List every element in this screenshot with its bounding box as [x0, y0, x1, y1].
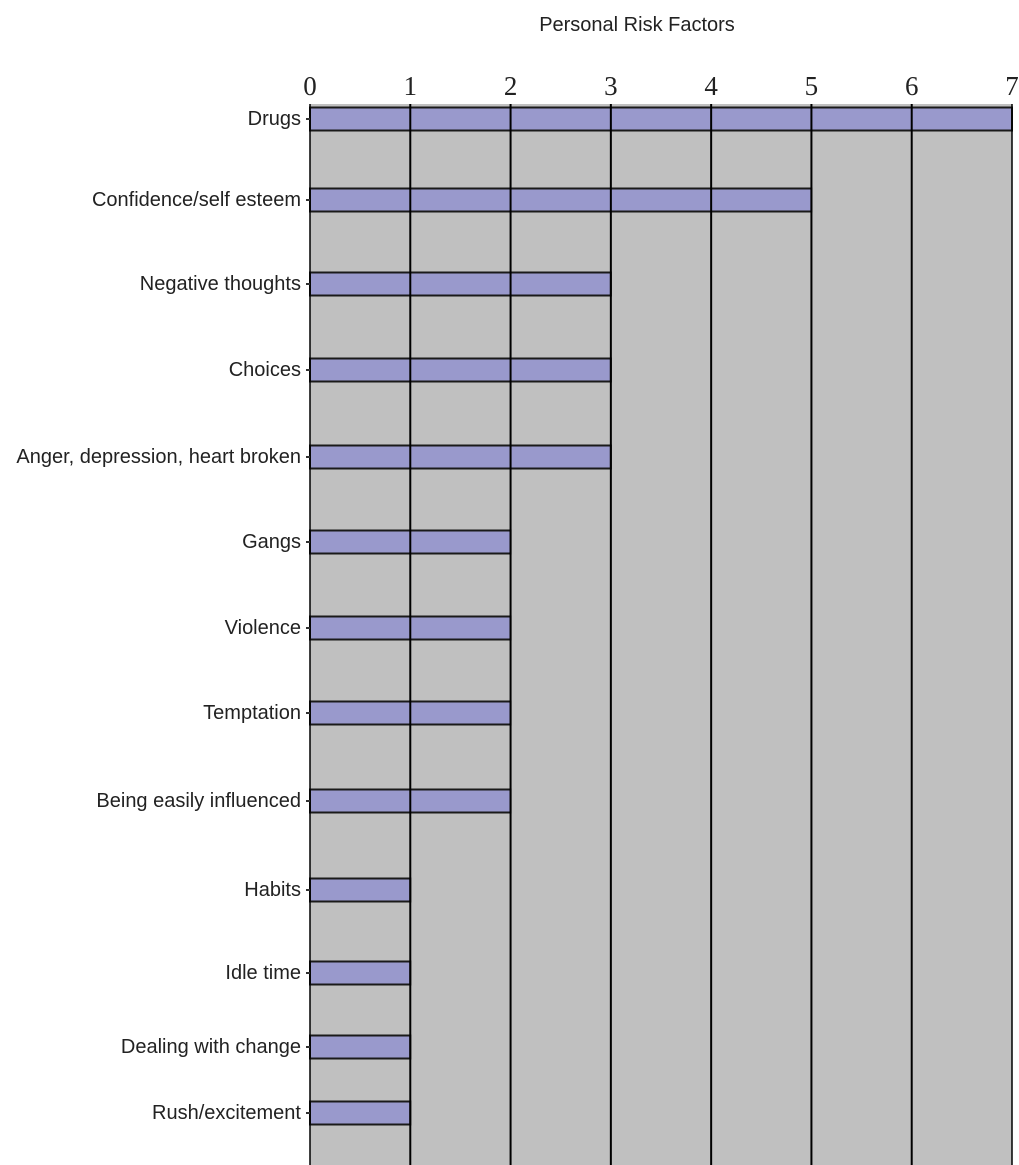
- bar: [309, 444, 612, 470]
- x-tick-label: 6: [905, 71, 919, 101]
- x-tick-label: 0: [303, 71, 317, 101]
- category-label: Habits: [244, 879, 301, 901]
- category-label: Violence: [225, 617, 301, 639]
- x-tick-label: 3: [604, 71, 618, 101]
- x-tick-label: 1: [404, 71, 418, 101]
- category-label: Temptation: [203, 702, 301, 724]
- bar: [309, 960, 412, 986]
- category-label: Confidence/self esteem: [92, 189, 301, 211]
- x-tick-label: 4: [704, 71, 718, 101]
- bar: [309, 271, 612, 297]
- gridlines: [309, 104, 1013, 1165]
- x-tick-label: 7: [1005, 71, 1019, 101]
- category-label: Being easily influenced: [96, 790, 301, 812]
- category-label: Anger, depression, heart broken: [16, 446, 301, 468]
- category-label: Choices: [229, 359, 301, 381]
- x-axis-ticks: 0 1 2 3 4 5 6 7: [303, 71, 1019, 101]
- bar: [309, 106, 1013, 132]
- bar: [309, 187, 813, 213]
- category-label: Rush/excitement: [152, 1102, 301, 1124]
- category-label: Negative thoughts: [140, 273, 301, 295]
- category-label: Gangs: [242, 531, 301, 553]
- bar: [309, 1034, 412, 1060]
- category-label: Drugs: [248, 108, 301, 130]
- category-label: Idle time: [225, 962, 301, 984]
- bar: [309, 357, 612, 383]
- category-label: Dealing with change: [121, 1036, 301, 1058]
- category-labels: Drugs Confidence/self esteem Negative thou…: [16, 108, 310, 1124]
- chart-title: Personal Risk Factors: [539, 14, 735, 36]
- bar: [309, 877, 412, 903]
- bar: [309, 1100, 412, 1126]
- x-tick-label: 5: [805, 71, 819, 101]
- x-tick-label: 2: [504, 71, 518, 101]
